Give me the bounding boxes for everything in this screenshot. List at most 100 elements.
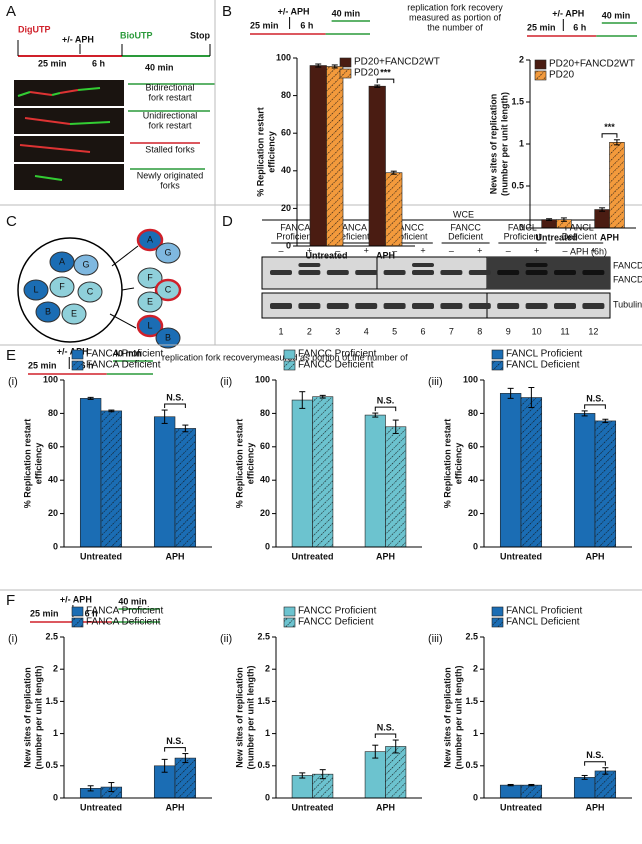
y-tick-label: 0 (473, 792, 478, 802)
aph-label: APH (6h) (570, 246, 607, 256)
error-bar (392, 739, 399, 754)
error-bar (182, 424, 189, 433)
panel-d: D WCE FANCAProficientFANCADeficientFANCC… (222, 209, 642, 336)
bar (594, 209, 610, 229)
error-bar (108, 782, 115, 793)
note: the number of (427, 22, 483, 32)
bar (153, 416, 176, 548)
row-label: fork restart (148, 120, 192, 130)
x-tick-label: APH (165, 802, 184, 812)
column-header: FANCL (565, 222, 594, 232)
y-tick-label: 100 (463, 374, 478, 384)
protein (137, 291, 163, 313)
legend-swatch (339, 68, 352, 79)
column-header: FANCL (508, 222, 537, 232)
error-bar (581, 410, 588, 417)
x-tick-label: APH (165, 551, 184, 561)
band (298, 303, 321, 309)
protein (137, 267, 163, 289)
band (298, 263, 321, 267)
timeline-label: 25 min (527, 22, 556, 32)
lane-number: 11 (560, 326, 569, 336)
y-tick-label: 1 (53, 728, 58, 738)
aph-sign: – (335, 245, 340, 255)
y-tick-label: 1.5 (465, 696, 478, 706)
protein (49, 276, 75, 298)
protein-label: F (59, 281, 65, 291)
bar (520, 784, 543, 799)
y-tick-label: 0.5 (257, 760, 270, 770)
y-axis-label: (number per unit length) (453, 666, 463, 770)
legend-swatch (491, 349, 504, 360)
band (582, 303, 605, 309)
chart-label: (i) (8, 633, 18, 645)
bar (79, 398, 102, 548)
x-tick-label: Untreated (500, 802, 542, 812)
error-bar (319, 769, 326, 780)
error-bar (602, 418, 609, 424)
error-bar (602, 767, 609, 775)
bar (309, 65, 327, 247)
error-bar (546, 218, 553, 221)
legend-swatch (283, 349, 296, 360)
row-label: Stalled forks (145, 144, 195, 154)
y-tick-label: 0 (519, 222, 524, 232)
legend-swatch (71, 617, 84, 628)
bar (573, 777, 596, 799)
protein-label: E (71, 308, 77, 318)
sig-label: N.S. (166, 392, 184, 402)
x-tick-label: Untreated (291, 551, 333, 561)
column-header: Proficient (276, 231, 314, 241)
y-tick-label: 100 (255, 374, 270, 384)
y-tick-label: 0 (473, 541, 478, 551)
error-bar (372, 412, 379, 418)
protein-label: C (87, 286, 94, 296)
timeline-label: 25 min (28, 360, 57, 370)
legend-label: FANCA Proficient (86, 606, 163, 617)
band (525, 270, 548, 275)
blot-bands: FANCAProficientFANCADeficientFANCCProfic… (270, 222, 605, 336)
protein (73, 254, 99, 276)
legend-label: FANCL Deficient (506, 617, 580, 628)
legend-label: FANCL Deficient (506, 360, 580, 371)
y-axis-label: New sites of replication (22, 667, 32, 768)
y-tick-label: 80 (260, 408, 270, 418)
panel-label: F (6, 592, 15, 609)
time: 6 h (92, 58, 105, 68)
y-axis-label: efficiency (453, 443, 463, 485)
protein-label: C (165, 284, 172, 294)
y-axis-label: (number per unit length) (33, 666, 43, 770)
band (270, 270, 292, 275)
column-header: Deficient (334, 231, 370, 241)
x-tick-label: APH (585, 551, 604, 561)
sig-bracket (164, 747, 186, 752)
legend-label: PD20 (549, 70, 574, 81)
y-tick-label: 100 (43, 374, 58, 384)
protein-label: B (45, 306, 51, 316)
legend-swatch (491, 617, 504, 628)
error-bar (372, 744, 379, 759)
column-header: Proficient (504, 231, 542, 241)
legend-label: FANCC Proficient (298, 606, 377, 617)
bar (594, 770, 617, 799)
band (412, 263, 434, 267)
protein (155, 327, 181, 349)
error-bar (161, 409, 168, 424)
y-tick-label: 40 (48, 475, 58, 485)
timeline-label: +/- APH (60, 594, 92, 604)
y-tick-label: 2.5 (45, 631, 58, 641)
panel-label: E (6, 347, 16, 364)
y-tick-label: 1 (265, 728, 270, 738)
error-bar (108, 409, 115, 413)
protein-label: E (147, 296, 153, 306)
error-bar (87, 396, 94, 400)
time: 40 min (145, 62, 174, 72)
aph: +/- APH (62, 34, 94, 44)
column-header: FANCC (450, 222, 481, 232)
timeline-label: 6 h (81, 360, 94, 370)
column-header: FANCA (337, 222, 367, 232)
legend-label: FANCC Deficient (298, 360, 374, 371)
aph-sign: – (449, 245, 454, 255)
error-bar (315, 63, 322, 68)
x-tick-label: Untreated (500, 551, 542, 561)
